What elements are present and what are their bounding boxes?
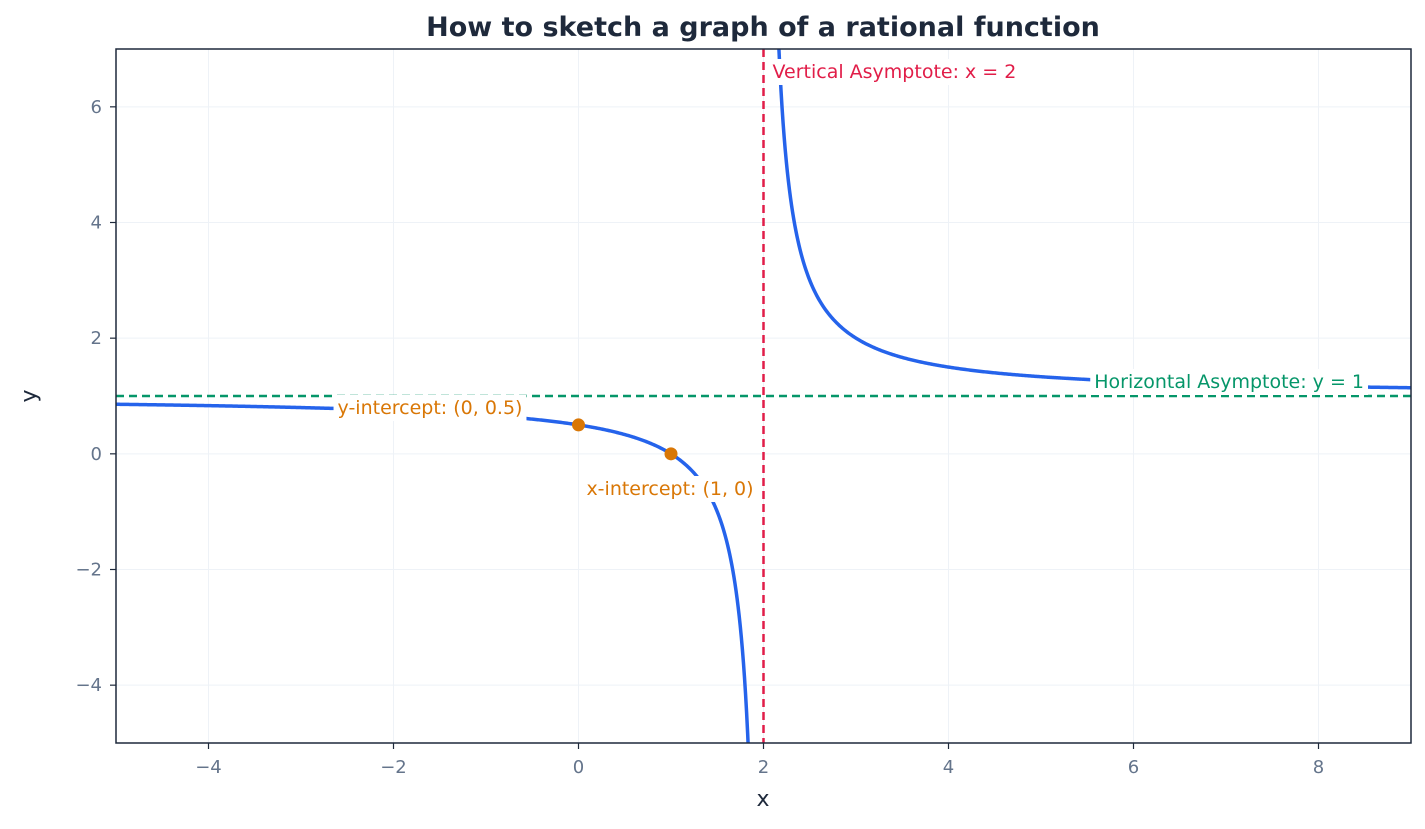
- y-tick-label: −4: [75, 675, 102, 696]
- y-axis-label: y: [17, 389, 42, 402]
- vertical-asymptote-label-bg: [768, 59, 1021, 85]
- y-intercept-label-group: y-intercept: (0, 0.5): [333, 395, 527, 421]
- x-tick-label: 2: [758, 757, 769, 778]
- y-tick-label: 2: [91, 328, 102, 349]
- x-intercept-label-group: x-intercept: (1, 0): [582, 476, 758, 502]
- horizontal-asymptote-label-group: Horizontal Asymptote: y = 1: [1090, 369, 1368, 395]
- x-axis-label: x: [756, 787, 769, 812]
- y-intercept-label: y-intercept: (0, 0.5): [338, 397, 523, 419]
- y-tick-label: 6: [91, 97, 102, 118]
- horizontal-asymptote-label: Horizontal Asymptote: y = 1: [1094, 371, 1364, 393]
- y-tick-label: 0: [91, 444, 102, 465]
- x-tick-label: −4: [195, 757, 222, 778]
- y-intercept-label-bg: [333, 395, 527, 421]
- x-tick-label: 4: [943, 757, 954, 778]
- asymptote-layer: [116, 49, 1411, 743]
- y-intercept-point: [572, 418, 585, 432]
- x-tick-label: 8: [1313, 757, 1324, 778]
- chart-title: How to sketch a graph of a rational func…: [426, 12, 1100, 43]
- x-intercept-label: x-intercept: (1, 0): [586, 478, 753, 500]
- point-layer: [572, 418, 678, 461]
- x-intercept-point: [664, 447, 678, 461]
- x-tick-label: −2: [380, 757, 407, 778]
- x-intercept-label-bg: [582, 476, 758, 502]
- y-tick-label: 4: [91, 213, 102, 234]
- y-tick-label: −2: [75, 560, 102, 581]
- vertical-asymptote-label-group: Vertical Asymptote: x = 2: [768, 59, 1021, 85]
- vertical-asymptote-label: Vertical Asymptote: x = 2: [773, 61, 1017, 83]
- annotation-layer: Vertical Asymptote: x = 2 Horizontal Asym…: [333, 59, 1368, 502]
- horizontal-asymptote-label-bg: [1090, 369, 1368, 395]
- x-tick-label: 0: [573, 757, 584, 778]
- curve-left-branch: [116, 402, 750, 743]
- tick-layer: −4 −2 0 2 4 6 8 −4 −2 0 2 4 6: [75, 97, 1324, 778]
- x-tick-label: 6: [1128, 757, 1139, 778]
